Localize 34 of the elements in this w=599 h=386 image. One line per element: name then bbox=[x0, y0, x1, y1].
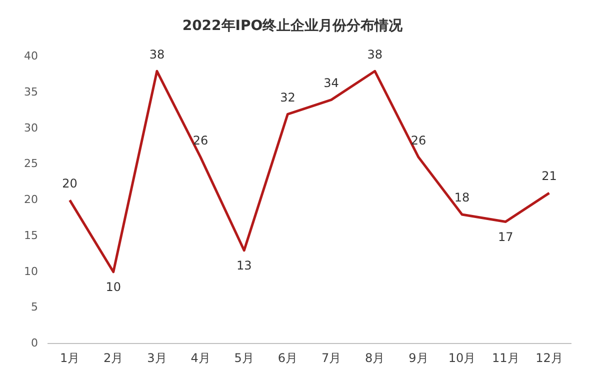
y-tick-label: 0 bbox=[30, 336, 38, 350]
x-tick-label: 11月 bbox=[492, 350, 520, 365]
data-label: 34 bbox=[324, 76, 339, 90]
chart-title: 2022年IPO终止企业月份分布情况 bbox=[182, 18, 404, 34]
data-label: 17 bbox=[498, 230, 514, 244]
data-label: 20 bbox=[62, 176, 78, 190]
data-label: 26 bbox=[192, 133, 208, 148]
x-tick-label: 7月 bbox=[321, 350, 342, 365]
x-tick-label: 9月 bbox=[408, 350, 428, 365]
y-tick-label: 15 bbox=[24, 228, 38, 242]
data-label: 18 bbox=[454, 190, 470, 205]
y-tick-label: 20 bbox=[24, 193, 38, 206]
data-label: 38 bbox=[367, 47, 383, 62]
y-tick-label: 5 bbox=[30, 300, 38, 314]
x-tick-label: 2月 bbox=[104, 350, 124, 365]
x-tick-label: 5月 bbox=[234, 350, 254, 365]
data-label: 38 bbox=[149, 47, 165, 62]
y-tick-label: 10 bbox=[24, 264, 38, 278]
data-label: 13 bbox=[236, 258, 252, 273]
y-tick-label: 30 bbox=[24, 121, 38, 134]
y-tick-label: 25 bbox=[24, 157, 38, 170]
x-tick-label: 3月 bbox=[147, 350, 167, 365]
x-tick-label: 4月 bbox=[190, 350, 210, 365]
data-label: 32 bbox=[280, 90, 296, 104]
x-tick-label: 10月 bbox=[448, 350, 476, 365]
data-label: 21 bbox=[542, 169, 557, 184]
x-tick-label: 8月 bbox=[365, 350, 385, 365]
x-tick-label: 1月 bbox=[60, 350, 80, 365]
data-label: 26 bbox=[410, 133, 426, 148]
data-label: 10 bbox=[106, 280, 122, 294]
y-tick-label: 40 bbox=[24, 50, 38, 63]
x-tick-label: 6月 bbox=[278, 350, 298, 365]
x-tick-label: 12月 bbox=[536, 350, 563, 365]
y-tick-label: 35 bbox=[24, 86, 38, 99]
